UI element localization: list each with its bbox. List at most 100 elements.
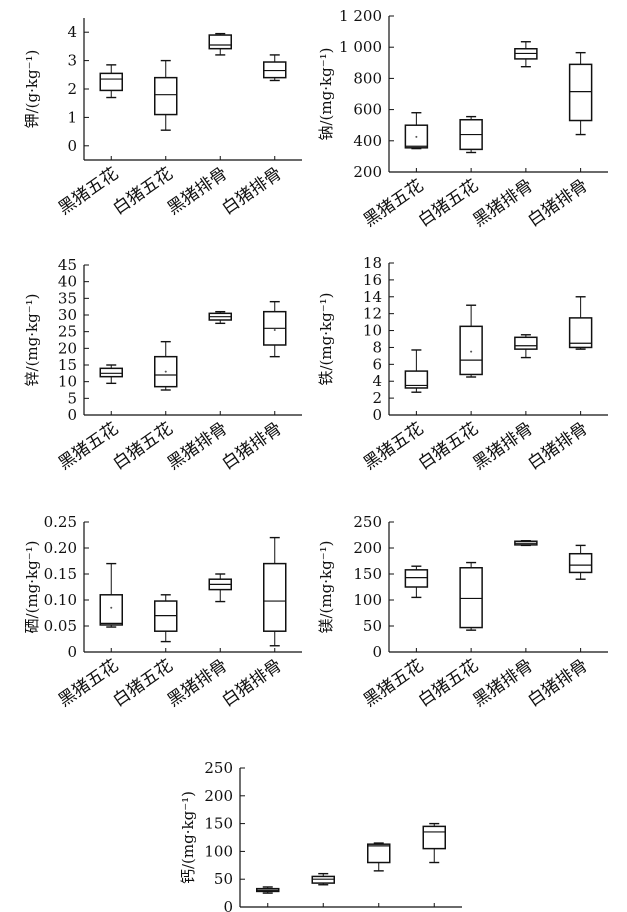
category-label: 白猪排骨 bbox=[524, 176, 591, 231]
box-iqr bbox=[459, 567, 483, 629]
box-1 bbox=[404, 112, 429, 150]
box-mean-marker bbox=[164, 370, 167, 373]
category-label: 黑猪五花 bbox=[360, 419, 427, 474]
category-label: 黑猪排骨 bbox=[164, 656, 231, 711]
box-iqr bbox=[99, 72, 123, 92]
category-label: 黑猪排骨 bbox=[164, 419, 231, 474]
box-iqr bbox=[99, 594, 123, 626]
y-tick-label: 100 bbox=[353, 591, 382, 609]
category-label: 白猪排骨 bbox=[218, 656, 285, 711]
box-4 bbox=[263, 54, 287, 82]
category-label: 黑猪排骨 bbox=[470, 656, 537, 711]
category-label: 白猪五花 bbox=[415, 656, 482, 711]
box-4 bbox=[568, 51, 593, 136]
y-tick-label: 0 bbox=[223, 898, 233, 912]
box-1 bbox=[99, 364, 123, 385]
y-tick-label: 20 bbox=[58, 339, 77, 357]
box-iqr bbox=[99, 367, 123, 378]
y-axis-title: 硒/(mg·kg⁻¹) bbox=[23, 541, 41, 634]
category-label: 黑猪五花 bbox=[55, 656, 122, 711]
y-tick-label: 150 bbox=[204, 815, 233, 833]
box-4 bbox=[263, 536, 287, 647]
box-mean-marker bbox=[415, 135, 418, 138]
box-4 bbox=[568, 296, 593, 350]
box-iqr bbox=[459, 325, 483, 376]
box-3 bbox=[514, 540, 538, 547]
y-tick-label: 0 bbox=[67, 137, 77, 155]
box-4 bbox=[568, 544, 593, 580]
box-iqr bbox=[568, 317, 593, 349]
category-label: 黑猪排骨 bbox=[470, 419, 537, 474]
y-axis-title: 钙/(mg·kg⁻¹) bbox=[179, 791, 197, 884]
y-tick-label: 200 bbox=[353, 163, 382, 181]
box-4 bbox=[422, 822, 446, 864]
y-tick-label: 400 bbox=[353, 132, 382, 150]
chart-panel-7: 0 50 100 150 200 250 钙/(mg·kg⁻¹) bbox=[179, 759, 462, 912]
box-1 bbox=[404, 349, 429, 393]
box-mean-marker bbox=[110, 606, 113, 609]
chart-panel-2: 200 400 600 800 1 000 1 200 钠/(mg·kg⁻¹) 黑猪五花白猪五… bbox=[317, 7, 608, 231]
box-4 bbox=[263, 300, 287, 358]
y-tick-label: 0.15 bbox=[44, 565, 77, 583]
y-tick-label: 0 bbox=[372, 406, 382, 424]
box-iqr bbox=[568, 552, 593, 574]
category-label: 白猪五花 bbox=[415, 176, 482, 231]
y-tick-label: 0 bbox=[67, 643, 77, 661]
category-label: 白猪排骨 bbox=[524, 419, 591, 474]
chart-panel-6: 0 50 100 150 200 250 镁/(mg·kg⁻¹) 黑猪五花白猪五花黑猪排骨白猪… bbox=[317, 513, 608, 711]
y-tick-label: 25 bbox=[58, 323, 77, 341]
y-tick-label: 16 bbox=[363, 271, 382, 289]
box-1 bbox=[256, 886, 280, 894]
y-tick-label: 4 bbox=[372, 372, 382, 390]
y-tick-label: 30 bbox=[58, 306, 77, 324]
y-tick-label: 200 bbox=[353, 539, 382, 557]
y-tick-label: 250 bbox=[204, 759, 233, 777]
box-2 bbox=[154, 594, 178, 643]
category-label: 黑猪五花 bbox=[55, 419, 122, 474]
y-tick-label: 1 200 bbox=[339, 7, 382, 25]
y-tick-label: 4 bbox=[67, 23, 77, 41]
box-3 bbox=[208, 573, 232, 603]
box-iqr bbox=[154, 76, 178, 116]
box-3 bbox=[208, 32, 232, 56]
category-label: 白猪五花 bbox=[109, 164, 176, 219]
category-label: 黑猪五花 bbox=[360, 656, 427, 711]
box-3 bbox=[514, 41, 538, 68]
y-tick-label: 0.05 bbox=[44, 617, 77, 635]
y-tick-label: 200 bbox=[204, 787, 233, 805]
y-axis-title: 铁/(mg·kg⁻¹) bbox=[317, 293, 335, 386]
category-label: 白猪五花 bbox=[415, 419, 482, 474]
y-tick-label: 1 000 bbox=[339, 38, 382, 56]
category-label: 黑猪排骨 bbox=[470, 176, 537, 231]
box-3 bbox=[514, 334, 538, 359]
y-tick-label: 8 bbox=[372, 338, 382, 356]
box-3 bbox=[367, 842, 391, 872]
y-axis-title: 钾/(g·kg⁻¹) bbox=[23, 50, 41, 129]
box-1 bbox=[99, 562, 123, 628]
y-tick-label: 100 bbox=[204, 842, 233, 860]
box-iqr bbox=[514, 336, 538, 350]
box-iqr bbox=[404, 569, 429, 588]
y-tick-label: 10 bbox=[363, 322, 382, 340]
category-label: 黑猪五花 bbox=[360, 176, 427, 231]
category-label: 黑猪排骨 bbox=[164, 164, 231, 219]
box-iqr bbox=[404, 370, 429, 389]
y-tick-label: 14 bbox=[363, 288, 382, 306]
category-label: 白猪排骨 bbox=[218, 419, 285, 474]
y-tick-label: 10 bbox=[58, 373, 77, 391]
y-tick-label: 0.10 bbox=[44, 591, 77, 609]
box-2 bbox=[459, 115, 483, 154]
y-tick-label: 0 bbox=[67, 406, 77, 424]
box-iqr bbox=[263, 61, 287, 79]
category-label: 白猪排骨 bbox=[524, 656, 591, 711]
category-label: 黑猪五花 bbox=[55, 164, 122, 219]
y-tick-label: 800 bbox=[353, 69, 382, 87]
y-tick-label: 1 bbox=[67, 108, 77, 126]
box-mean-marker bbox=[470, 350, 473, 353]
box-iqr bbox=[263, 562, 287, 632]
box-iqr bbox=[568, 63, 593, 122]
box-mean-marker bbox=[273, 329, 276, 331]
